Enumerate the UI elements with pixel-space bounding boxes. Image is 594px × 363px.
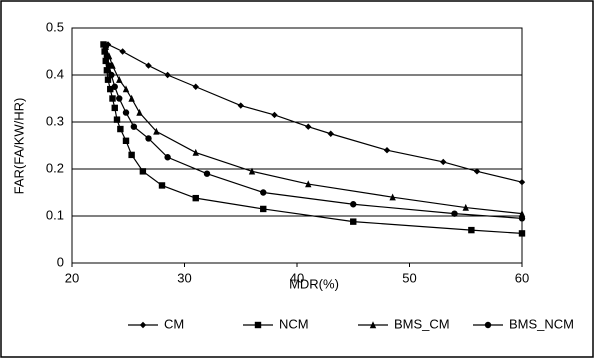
data-point xyxy=(103,53,111,60)
series-line xyxy=(105,46,523,215)
x-tick-label: 40 xyxy=(290,270,304,285)
data-point xyxy=(462,203,469,211)
data-point xyxy=(107,85,114,93)
data-point xyxy=(518,178,526,186)
data-point xyxy=(111,104,118,112)
data-point xyxy=(104,76,112,83)
data-point xyxy=(518,209,526,217)
data-point xyxy=(109,95,116,102)
legend-label: BMS_NCM xyxy=(509,316,574,331)
data-point xyxy=(116,76,123,83)
legend-label: NCM xyxy=(279,316,309,331)
y-tick-label: 0.4 xyxy=(46,66,64,81)
series-line xyxy=(107,43,523,183)
data-point xyxy=(305,123,312,130)
data-point xyxy=(103,67,111,74)
data-point xyxy=(100,41,107,48)
data-point xyxy=(101,48,108,55)
data-point xyxy=(192,83,199,90)
legend-marker xyxy=(139,321,147,329)
data-point xyxy=(122,85,130,93)
data-point xyxy=(164,71,171,79)
data-point xyxy=(383,147,391,154)
data-point xyxy=(139,168,147,175)
legend-marker xyxy=(254,321,262,329)
data-point xyxy=(468,226,475,234)
data-point xyxy=(164,154,171,161)
plot-frame xyxy=(71,27,523,264)
y-tick-label: 0 xyxy=(57,254,64,269)
data-point xyxy=(130,123,138,130)
y-tick-label: 0.2 xyxy=(46,160,64,175)
data-point xyxy=(440,158,447,166)
data-point xyxy=(117,125,124,133)
data-point xyxy=(102,57,109,65)
data-point xyxy=(122,109,130,116)
x-tick-label: 20 xyxy=(65,270,79,285)
data-point xyxy=(237,102,244,109)
y-axis-label: FAR(FA/KW/HR) xyxy=(11,98,26,195)
y-tick-label: 0.1 xyxy=(46,207,64,222)
data-point xyxy=(389,193,396,201)
data-point xyxy=(119,48,126,55)
data-point xyxy=(145,135,152,142)
legend-label: CM xyxy=(164,316,184,331)
data-point xyxy=(260,189,267,196)
data-point xyxy=(260,205,267,213)
data-point xyxy=(122,137,130,144)
data-point xyxy=(327,130,334,137)
data-point xyxy=(305,180,312,188)
data-point xyxy=(104,41,112,48)
x-tick-label: 60 xyxy=(515,270,529,285)
data-point xyxy=(111,83,118,90)
data-point xyxy=(271,111,278,119)
data-point xyxy=(105,62,113,69)
data-point xyxy=(158,182,166,189)
data-point xyxy=(102,43,109,50)
data-point xyxy=(473,168,481,175)
y-tick-label: 0.5 xyxy=(46,19,64,34)
data-point xyxy=(136,108,143,116)
x-tick-label: 50 xyxy=(402,270,416,285)
y-tick-label: 0.3 xyxy=(46,113,64,128)
data-point xyxy=(248,167,256,175)
data-point xyxy=(203,170,211,177)
data-point xyxy=(192,148,199,156)
data-point xyxy=(108,71,115,79)
legend-marker xyxy=(369,321,377,329)
data-point xyxy=(145,62,152,69)
data-point xyxy=(128,94,135,102)
legend-label: BMS_CM xyxy=(394,316,450,331)
data-point xyxy=(451,210,458,217)
legend-marker xyxy=(484,321,492,329)
data-point xyxy=(350,201,357,208)
data-point xyxy=(113,116,121,123)
data-point xyxy=(192,194,199,202)
series-line xyxy=(102,44,523,234)
data-point xyxy=(518,215,526,222)
data-point xyxy=(116,95,123,102)
data-point xyxy=(518,230,526,237)
x-tick-label: 30 xyxy=(177,270,191,285)
data-point xyxy=(128,151,135,159)
data-point xyxy=(153,127,160,135)
x-axis-label: MDR(%) xyxy=(289,276,339,291)
data-point xyxy=(350,218,357,225)
